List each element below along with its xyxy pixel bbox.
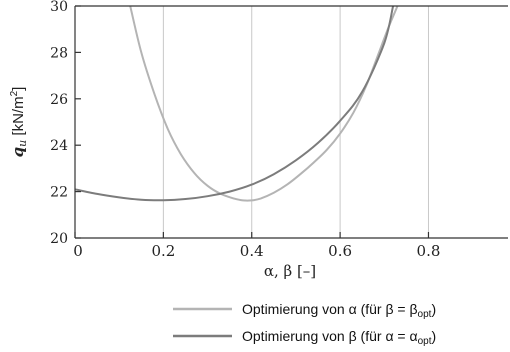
legend: Optimierung von α (für β = βopt) Optimie…	[173, 301, 436, 347]
x-tick-label-2: 0.4	[240, 242, 264, 260]
y-axis-label: qu [kN/m2]	[9, 87, 29, 158]
x-ticks: 0 0.2 0.4 0.6 0.8	[73, 232, 440, 260]
y-axis-label-sub: u	[16, 140, 29, 147]
y-axis-label-sup: 2	[9, 90, 20, 96]
y-tick-label-0: 20	[50, 231, 68, 247]
legend-beta-sub: opt	[418, 336, 432, 347]
plot-area	[75, 6, 508, 238]
series-line-beta	[74, 5, 395, 202]
y-axis-label-symbol: q	[9, 147, 27, 158]
legend-beta-post: )	[432, 328, 437, 344]
y-tick-label-1: 22	[50, 185, 68, 201]
y-tick-label-3: 26	[50, 92, 68, 108]
y-axis-label-close: ]	[10, 87, 27, 91]
y-ticks: 20 22 24 26 28 30	[50, 0, 81, 247]
x-tick-label-3: 0.6	[328, 242, 352, 260]
legend-label-alpha: Optimierung von α (für β = βopt)	[242, 301, 436, 320]
y-tick-label-4: 28	[50, 45, 68, 61]
legend-alpha-post: )	[431, 301, 436, 317]
curves	[74, 5, 399, 202]
x-tick-label-1: 0.2	[151, 242, 175, 260]
x-axis-label: α, β [–]	[264, 262, 316, 280]
y-tick-label-5: 30	[50, 0, 68, 15]
y-tick-label-2: 24	[50, 138, 68, 154]
legend-label-beta: Optimierung von β (für α = αopt)	[242, 328, 436, 347]
legend-alpha-sub: opt	[418, 309, 432, 320]
legend-beta-pre: Optimierung von β (für α = α	[242, 328, 418, 344]
x-tick-label-4: 0.8	[417, 242, 441, 260]
series-line-alpha	[129, 5, 399, 202]
y-axis-label-unit: [kN/m	[10, 96, 27, 139]
legend-alpha-pre: Optimierung von α (für β = β	[242, 301, 418, 317]
x-tick-label-0: 0	[73, 242, 83, 260]
